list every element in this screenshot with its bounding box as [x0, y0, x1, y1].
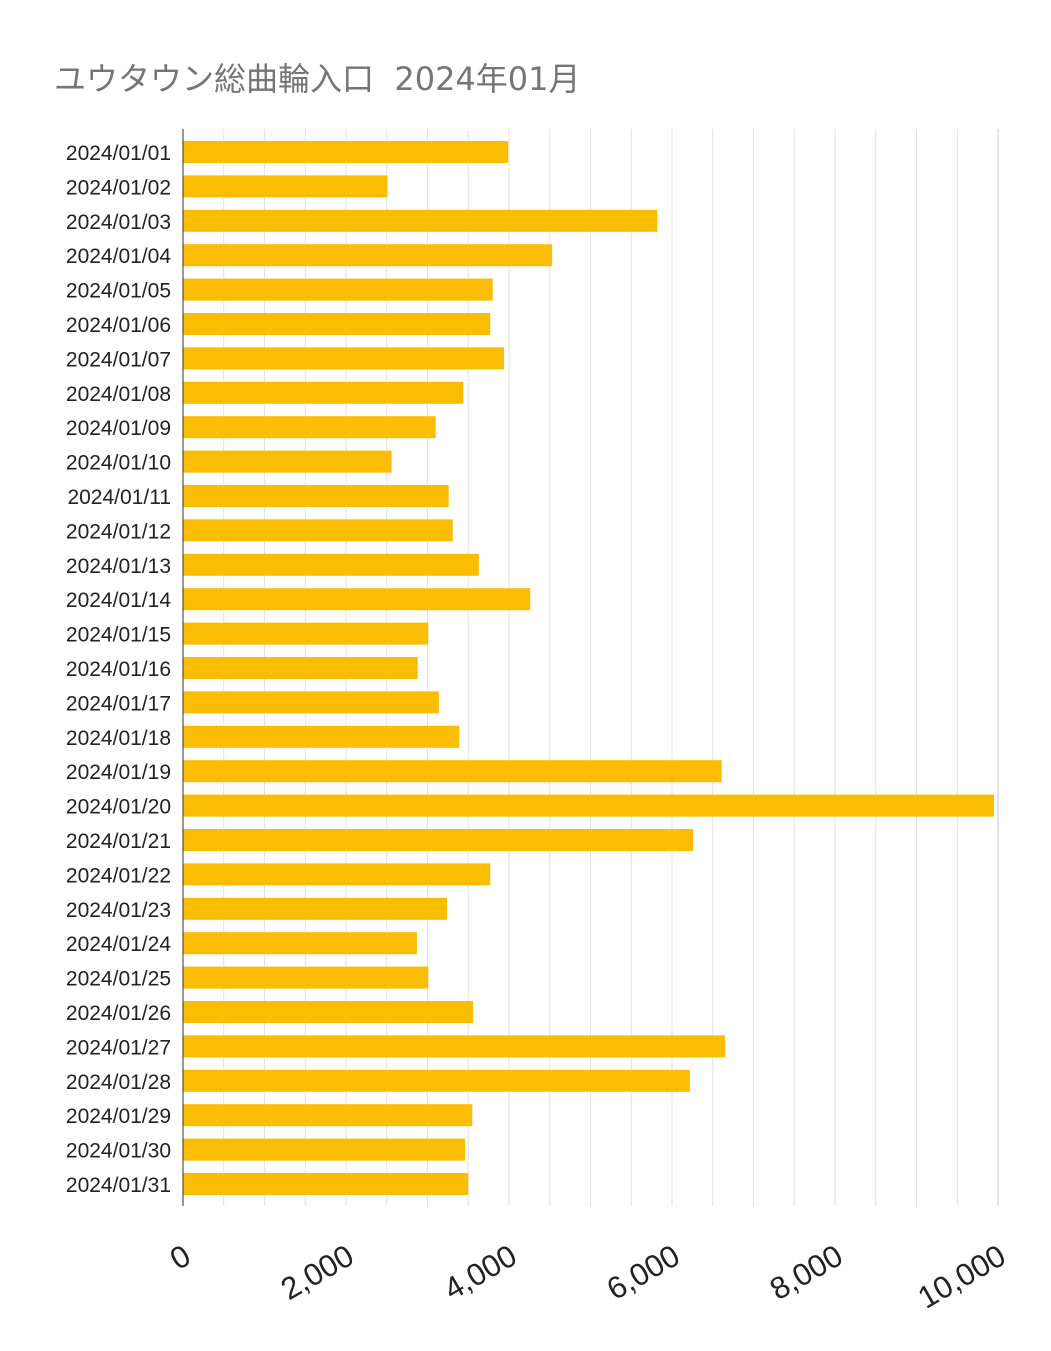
- y-tick-label: 2024/01/27: [66, 1036, 171, 1059]
- y-tick-label: 2024/01/21: [66, 830, 171, 853]
- y-tick-label: 2024/01/17: [66, 692, 171, 715]
- y-tick-label: 2024/01/18: [66, 727, 171, 750]
- y-tick-label: 2024/01/11: [67, 486, 171, 509]
- y-tick-label: 2024/01/30: [66, 1140, 171, 1163]
- y-tick-label: 2024/01/20: [66, 796, 171, 819]
- x-tick-label: 6,000: [601, 1238, 686, 1307]
- y-tick-label: 2024/01/23: [66, 899, 171, 922]
- bar: [183, 347, 505, 370]
- bar: [183, 278, 493, 301]
- bar: [183, 1104, 473, 1127]
- y-tick-label: 2024/01/24: [66, 933, 171, 956]
- y-tick-label: 2024/01/28: [66, 1071, 171, 1094]
- bar: [183, 760, 722, 783]
- y-tick-label: 2024/01/25: [66, 968, 171, 991]
- bar: [183, 416, 436, 439]
- bar: [183, 691, 439, 714]
- y-tick-label: 2024/01/16: [66, 658, 171, 681]
- y-tick-label: 2024/01/02: [66, 176, 171, 199]
- bar: [183, 897, 448, 920]
- y-tick-label: 2024/01/06: [66, 314, 171, 337]
- bar: [183, 794, 994, 817]
- x-tick-label: 8,000: [764, 1238, 849, 1307]
- y-tick-label: 2024/01/05: [66, 280, 171, 303]
- bar: [183, 381, 464, 404]
- bar: [183, 519, 453, 542]
- bar: [183, 622, 429, 645]
- y-tick-label: 2024/01/15: [66, 624, 171, 647]
- bar: [183, 657, 418, 679]
- y-tick-label: 2024/01/19: [66, 761, 171, 784]
- bar: [183, 863, 491, 886]
- x-tick-label: 4,000: [438, 1238, 523, 1307]
- bar: [183, 313, 491, 335]
- bar: [183, 966, 429, 989]
- bar: [183, 932, 417, 955]
- bar: [183, 725, 460, 748]
- bar: [183, 553, 479, 576]
- bar: [183, 1001, 474, 1023]
- bar: [183, 209, 658, 232]
- y-tick-label: 2024/01/08: [66, 383, 171, 406]
- y-tick-label: 2024/01/09: [66, 417, 171, 440]
- bar: [183, 141, 509, 163]
- x-tick-label: 0: [164, 1238, 196, 1277]
- bar: [183, 1138, 465, 1161]
- chart-title: ユウタウン総曲輪入口 2024年01月: [54, 60, 581, 98]
- bar: [183, 588, 531, 611]
- y-tick-label: 2024/01/10: [66, 452, 171, 475]
- y-tick-label: 2024/01/13: [66, 555, 171, 578]
- bar: [183, 450, 392, 473]
- bar: [183, 1173, 469, 1195]
- bar: [183, 485, 449, 507]
- x-tick-label: 10,000: [912, 1238, 1012, 1316]
- bar: [183, 829, 694, 851]
- x-tick-label: 2,000: [275, 1238, 360, 1307]
- y-tick-label: 2024/01/03: [66, 211, 171, 234]
- bar: [183, 1069, 690, 1092]
- y-tick-label: 2024/01/22: [66, 864, 171, 887]
- y-tick-label: 2024/01/26: [66, 1002, 171, 1025]
- bar: [183, 175, 388, 198]
- y-tick-label: 2024/01/29: [66, 1105, 171, 1128]
- y-tick-label: 2024/01/01: [66, 142, 171, 165]
- y-tick-label: 2024/01/31: [66, 1174, 171, 1197]
- y-tick-label: 2024/01/04: [66, 245, 171, 268]
- bar: [183, 1035, 725, 1058]
- y-tick-label: 2024/01/12: [66, 520, 171, 543]
- y-tick-label: 2024/01/07: [66, 348, 171, 371]
- y-tick-label: 2024/01/14: [66, 589, 171, 612]
- bar: [183, 244, 553, 267]
